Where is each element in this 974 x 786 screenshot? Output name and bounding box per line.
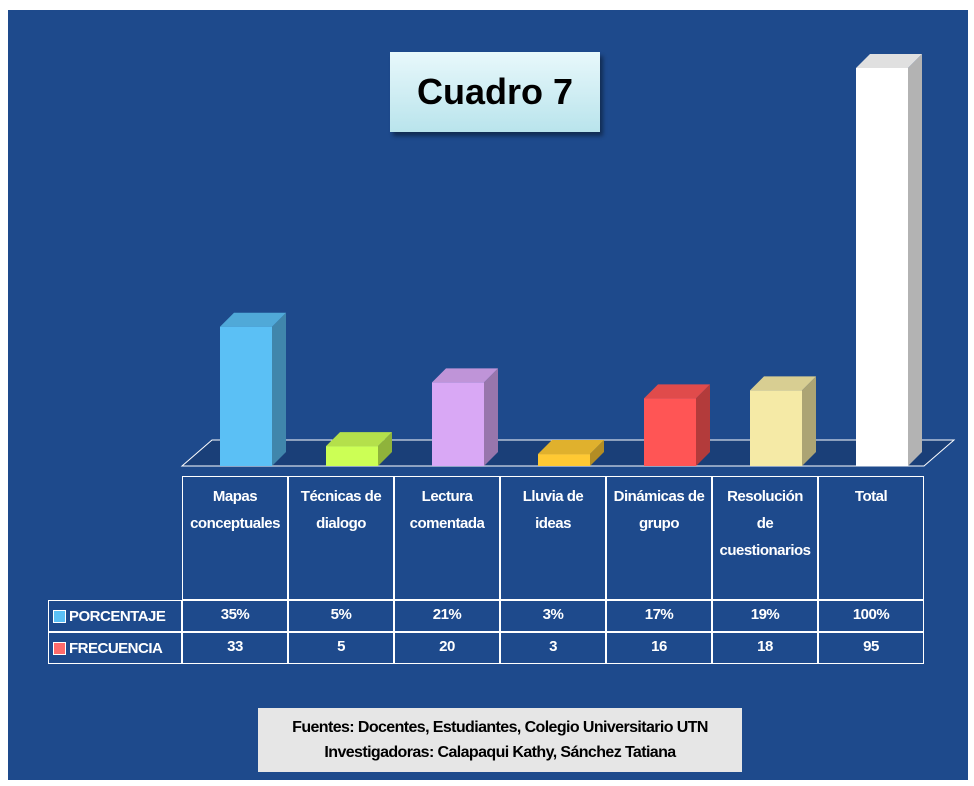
data-label: 21%	[394, 600, 500, 632]
data-label: 100%	[818, 600, 924, 632]
note: Investigadoras: Calapaqui Kathy, Sánchez…	[324, 744, 676, 761]
category-label: Técnicas de dialogo	[288, 476, 394, 600]
data-label: 35%	[182, 600, 288, 632]
bar-top	[644, 384, 710, 399]
bar-top	[220, 312, 286, 327]
bar	[856, 68, 908, 466]
data-label: 5%	[288, 600, 394, 632]
category-label: Lectura comentada	[394, 476, 500, 600]
category-label: Mapas conceptuales	[182, 476, 288, 600]
bar-side	[590, 440, 604, 466]
bar-top	[750, 376, 816, 391]
bar	[326, 446, 378, 466]
legend-swatch	[53, 641, 66, 655]
bar-side	[802, 376, 816, 466]
bar-top	[856, 54, 922, 68]
bar	[220, 326, 272, 466]
bar-side	[696, 384, 710, 466]
category-label: Dinámicas de grupo	[606, 476, 712, 600]
bar-top	[432, 368, 498, 383]
data-label: 18	[712, 632, 818, 664]
data-label: 17%	[606, 600, 712, 632]
category-label: Total	[818, 476, 924, 600]
legend-entry: PORCENTAJE	[48, 600, 182, 632]
category-label: Lluvia de ideas	[500, 476, 606, 600]
legend-label: FRECUENCIA	[69, 639, 163, 657]
note: Fuentes: Docentes, Estudiantes, Colegio …	[292, 719, 708, 736]
data-label: 95	[818, 632, 924, 664]
notes: Fuentes: Docentes, Estudiantes, Colegio …	[258, 708, 742, 772]
bar	[644, 398, 696, 466]
data-label: 3%	[500, 600, 606, 632]
bar	[750, 390, 802, 466]
bar	[432, 382, 484, 466]
data-label: 5	[288, 632, 394, 664]
chart-title: Cuadro 7	[390, 52, 600, 132]
legend-swatch	[53, 609, 66, 623]
bar	[538, 454, 590, 466]
data-label: 19%	[712, 600, 818, 632]
bar-side	[484, 368, 498, 466]
bar-side	[908, 54, 922, 466]
legend-label: PORCENTAJE	[69, 607, 166, 625]
data-label: 3	[500, 632, 606, 664]
data-label: 16	[606, 632, 712, 664]
data-label: 20	[394, 632, 500, 664]
bar-side	[378, 432, 392, 466]
bar-side	[272, 312, 286, 466]
bar-top	[326, 432, 392, 447]
data-label: 33	[182, 632, 288, 664]
category-label: Resolución de cuestionarios	[712, 476, 818, 600]
legend-entry: FRECUENCIA	[48, 632, 182, 664]
bar-top	[538, 440, 604, 455]
